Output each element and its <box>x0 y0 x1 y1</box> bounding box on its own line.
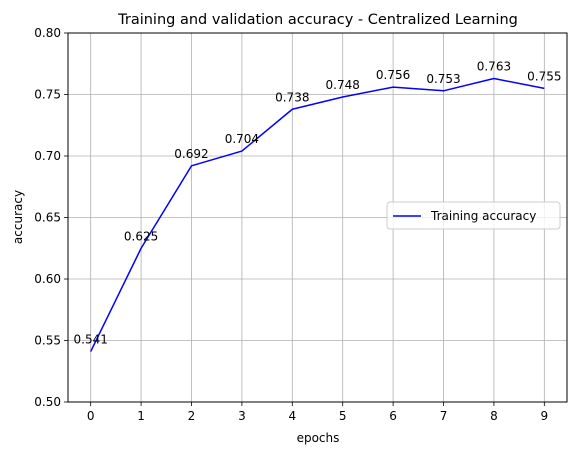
x-tick-label: 6 <box>389 409 397 423</box>
legend-label-training-accuracy: Training accuracy <box>430 209 536 223</box>
data-label: 0.748 <box>326 78 360 92</box>
x-tick-label: 4 <box>288 409 296 423</box>
y-ticks: 0.50 0.55 0.60 0.65 0.70 0.75 0.80 <box>34 26 68 409</box>
data-label: 0.541 <box>74 333 108 347</box>
x-tick-label: 5 <box>339 409 347 423</box>
data-label: 0.756 <box>376 68 410 82</box>
legend-box <box>386 201 561 230</box>
series-layer <box>90 77 545 352</box>
data-label: 0.755 <box>527 69 561 83</box>
y-tick-label: 0.70 <box>34 149 61 163</box>
x-tick-label: 8 <box>490 409 498 423</box>
x-tick-label: 1 <box>137 409 145 423</box>
x-tick-label: 3 <box>238 409 246 423</box>
data-label: 0.753 <box>426 72 460 86</box>
y-tick-label: 0.80 <box>34 26 61 40</box>
y-tick-label: 0.55 <box>34 334 61 348</box>
x-tick-label: 2 <box>188 409 196 423</box>
x-tick-label: 0 <box>87 409 95 423</box>
data-label: 0.692 <box>174 147 208 161</box>
series-line-training-accuracy <box>90 77 545 352</box>
data-label: 0.763 <box>477 60 511 74</box>
x-tick-label: 7 <box>440 409 448 423</box>
data-label: 0.704 <box>225 132 259 146</box>
y-tick-label: 0.75 <box>34 88 61 102</box>
legend: Training accuracy <box>386 201 561 230</box>
y-tick-label: 0.50 <box>34 395 61 409</box>
x-ticks: 0 1 2 3 4 5 6 7 8 9 <box>87 402 548 423</box>
chart-title: Training and validation accuracy - Centr… <box>117 12 518 28</box>
y-tick-label: 0.65 <box>34 211 61 225</box>
data-label: 0.738 <box>275 90 309 104</box>
data-label: 0.625 <box>124 229 158 243</box>
y-tick-label: 0.60 <box>34 272 61 286</box>
y-axis-label: accuracy <box>11 190 25 244</box>
x-tick-label: 9 <box>540 409 548 423</box>
x-axis-label: epochs <box>297 431 340 445</box>
data-labels: 0.541 0.625 0.692 0.704 0.738 0.748 0.756 0.753… <box>74 60 562 347</box>
